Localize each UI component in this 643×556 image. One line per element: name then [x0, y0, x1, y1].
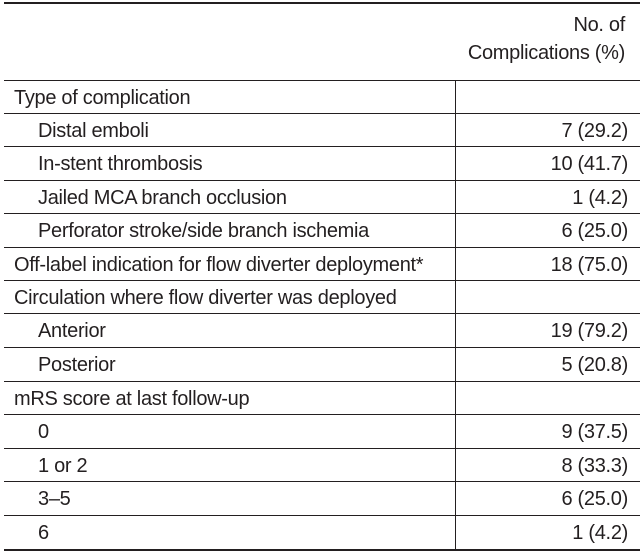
row-label: Distal emboli [38, 120, 149, 142]
row-label: Off-label indication for flow diverter d… [14, 254, 424, 276]
row-label: 1 or 2 [38, 455, 88, 477]
table-row: 1 or 2 8 (33.3) [4, 448, 640, 481]
row-label: mRS score at last follow-up [14, 388, 250, 410]
table-row: Distal emboli 7 (29.2) [4, 113, 640, 146]
row-value: 7 (29.2) [561, 120, 628, 142]
row-label: Jailed MCA branch occlusion [38, 187, 287, 209]
row-label: Perforator stroke/side branch ischemia [38, 220, 369, 242]
row-label: 3–5 [38, 488, 71, 510]
table-bottom-rule [4, 549, 640, 551]
row-label: 6 [38, 522, 49, 544]
row-label: Circulation where flow diverter was depl… [14, 287, 397, 309]
table-row: Off-label indication for flow diverter d… [4, 247, 640, 280]
row-value: 6 (25.0) [561, 220, 628, 242]
row-value: 5 (20.8) [561, 354, 628, 376]
row-value: 8 (33.3) [561, 455, 628, 477]
row-value: 9 (37.5) [561, 421, 628, 443]
row-label: Anterior [38, 320, 106, 342]
row-label: In-stent thrombosis [38, 153, 203, 175]
table-row: Anterior 19 (79.2) [4, 313, 640, 346]
row-label: Posterior [38, 354, 116, 376]
table-row: Posterior 5 (20.8) [4, 347, 640, 380]
table-row: 0 9 (37.5) [4, 414, 640, 447]
row-value: 1 (4.2) [572, 522, 628, 544]
row-label: 0 [38, 421, 49, 443]
table-row: Jailed MCA branch occlusion 1 (4.2) [4, 180, 640, 213]
column-header-complications: No. of Complications (%) [425, 11, 625, 67]
row-value: 1 (4.2) [572, 187, 628, 209]
table-row: 3–5 6 (25.0) [4, 481, 640, 514]
table-top-rule [4, 2, 640, 4]
row-value: 10 (41.7) [550, 153, 629, 175]
table-row: Perforator stroke/side branch ischemia 6… [4, 213, 640, 246]
table-row: Circulation where flow diverter was depl… [4, 280, 640, 313]
column-divider [455, 80, 456, 549]
column-header-line-1: No. of [573, 14, 625, 36]
table-row: Type of complication [4, 80, 640, 113]
table-row: In-stent thrombosis 10 (41.7) [4, 146, 640, 179]
column-header-line-2: Complications (%) [467, 42, 625, 64]
table-row: mRS score at last follow-up [4, 381, 640, 414]
row-value: 6 (25.0) [561, 488, 628, 510]
row-value: 19 (79.2) [550, 320, 629, 342]
table-row: 6 1 (4.2) [4, 515, 640, 549]
row-label: Type of complication [14, 87, 191, 109]
row-value: 18 (75.0) [550, 254, 629, 276]
